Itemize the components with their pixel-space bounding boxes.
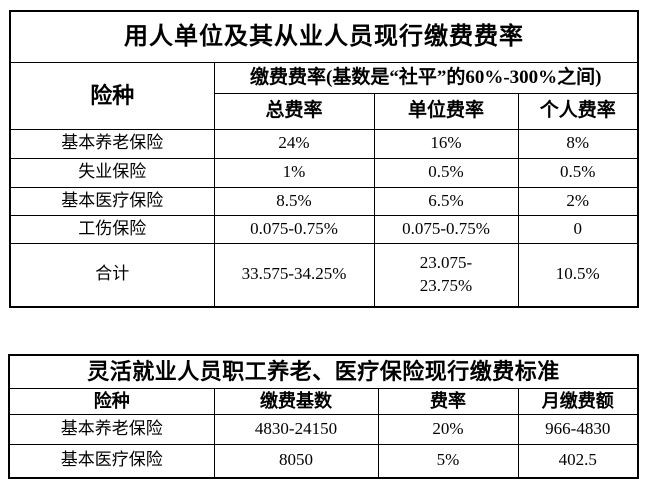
table-row: 合计 33.575-34.25% 23.075- 23.75% 10.5% (9, 242, 639, 308)
row-label-total: 合计 (9, 242, 215, 308)
total-total-rate: 33.575-34.25% (213, 242, 375, 308)
work-injury-total-rate: 0.075-0.75% (213, 214, 375, 244)
table2-col-monthly-amount: 月缴费额 (517, 387, 639, 415)
table1-col-employer-rate: 单位费率 (373, 92, 519, 130)
table-row: 基本医疗保险 8.5% 6.5% 2% (9, 186, 639, 216)
table1-rate-group-header: 缴费费率(基数是“社平”的60%-300%之间) (213, 61, 639, 94)
work-injury-employer-rate: 0.075-0.75% (373, 214, 519, 244)
table-row: 失业保险 1% 0.5% 0.5% (9, 157, 639, 188)
row-label-work-injury: 工伤保险 (9, 214, 215, 244)
table-row: 基本医疗保险 8050 5% 402.5 (8, 443, 639, 479)
unemployment-total-rate: 1% (213, 157, 375, 188)
work-injury-individual-rate: 0 (517, 214, 639, 244)
pension-employer-rate: 16% (373, 128, 519, 159)
table-row: 总费率 单位费率 个人费率 (10, 92, 639, 130)
medical-total-rate: 8.5% (213, 186, 375, 216)
total-individual-rate: 10.5% (517, 242, 639, 308)
row-label-unemployment: 失业保险 (9, 157, 215, 188)
table2-col-contribution-base: 缴费基数 (213, 387, 379, 415)
medical-base: 8050 (213, 443, 379, 479)
total-employer-rate: 23.075- 23.75% (373, 242, 519, 308)
table-row: 基本养老保险 24% 16% 8% (9, 128, 639, 159)
row-label-medical: 基本医疗保险 (9, 186, 215, 216)
table2-title: 灵活就业人员职工养老、医疗保险现行缴费标准 (8, 354, 639, 389)
row-label-pension: 基本养老保险 (8, 413, 215, 445)
unemployment-employer-rate: 0.5% (373, 157, 519, 188)
pension-total-rate: 24% (213, 128, 375, 159)
table-row: 工伤保险 0.075-0.75% 0.075-0.75% 0 (9, 214, 639, 244)
table-row: 险种 缴费费率(基数是“社平”的60%-300%之间) (9, 61, 639, 130)
medical-individual-rate: 2% (517, 186, 639, 216)
flexible-employment-standards-table: 灵活就业人员职工养老、医疗保险现行缴费标准 险种 缴费基数 费率 月缴费额 基本… (8, 354, 640, 479)
table1-col-total-rate: 总费率 (213, 92, 375, 130)
row-label-pension: 基本养老保险 (9, 128, 215, 159)
table-row: 险种 缴费基数 费率 月缴费额 (8, 387, 639, 415)
medical-monthly-amount: 402.5 (517, 443, 639, 479)
table1-title: 用人单位及其从业人员现行缴费费率 (9, 10, 639, 63)
table2-col-insurance-type: 险种 (8, 387, 215, 415)
table2-col-rate: 费率 (377, 387, 519, 415)
table1-insurance-type-header: 险种 (9, 61, 215, 130)
pension-rate: 20% (377, 413, 519, 445)
employer-employee-rates-table: 用人单位及其从业人员现行缴费费率 险种 缴费费率(基数是“社平”的60%-300… (9, 10, 639, 308)
pension-monthly-amount: 966-4830 (517, 413, 639, 445)
row-label-medical: 基本医疗保险 (8, 443, 215, 479)
pension-base: 4830-24150 (213, 413, 379, 445)
pension-individual-rate: 8% (517, 128, 639, 159)
table-row: 用人单位及其从业人员现行缴费费率 (9, 10, 639, 63)
table-row: 基本养老保险 4830-24150 20% 966-4830 (8, 413, 639, 445)
unemployment-individual-rate: 0.5% (517, 157, 639, 188)
table1-col-individual-rate: 个人费率 (517, 92, 639, 130)
medical-employer-rate: 6.5% (373, 186, 519, 216)
medical-rate: 5% (377, 443, 519, 479)
table-row: 灵活就业人员职工养老、医疗保险现行缴费标准 (8, 354, 639, 389)
